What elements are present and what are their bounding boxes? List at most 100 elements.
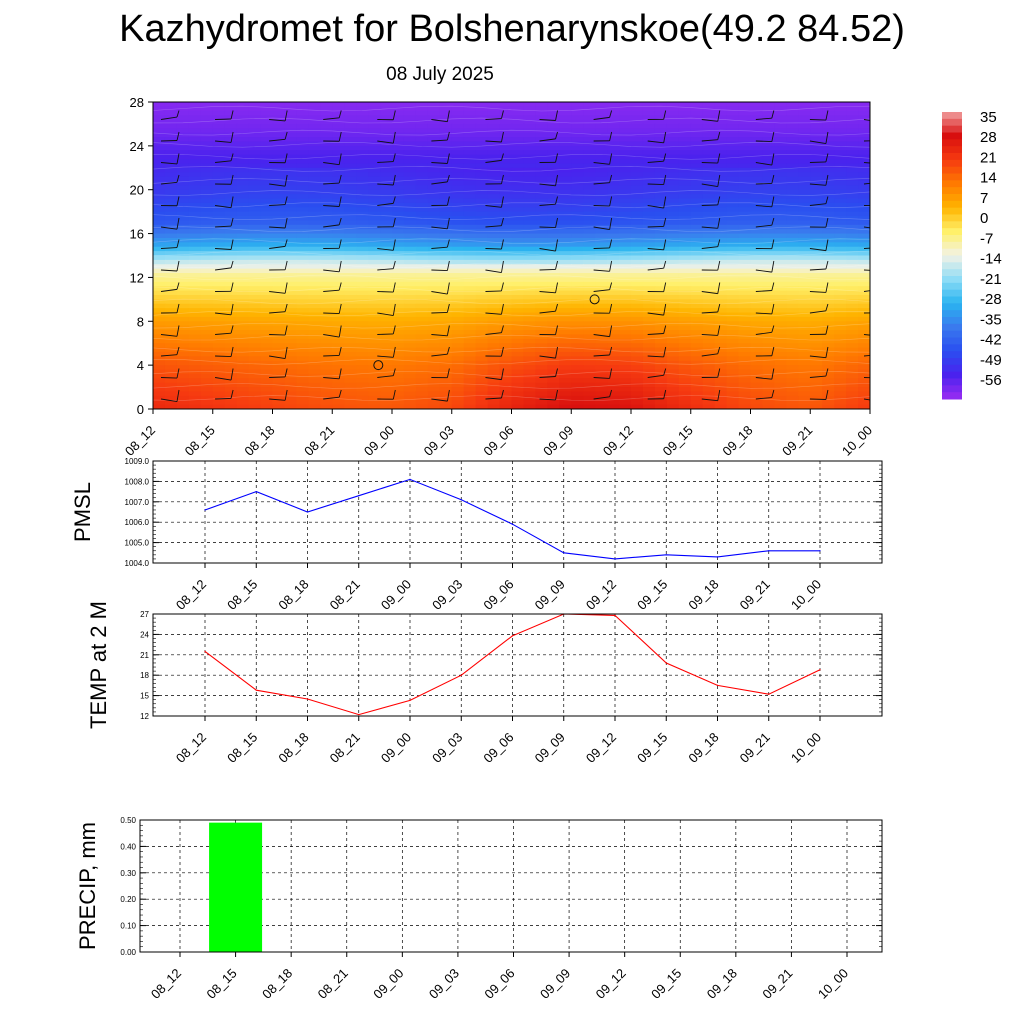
heatmap-cell <box>595 132 608 138</box>
heatmap-cell <box>188 351 202 357</box>
heatmap-cell <box>308 378 321 384</box>
heatmap-cell <box>463 141 477 147</box>
heatmap-cell <box>810 159 823 164</box>
heatmap-cell <box>248 277 262 283</box>
heatmap-cell <box>559 159 572 164</box>
heatmap-cell <box>726 330 740 336</box>
heatmap-cell <box>834 290 847 296</box>
heatmap-cell <box>535 185 548 191</box>
heatmap-cell <box>308 176 321 182</box>
heatmap-cell <box>200 365 214 371</box>
heatmap-cell <box>834 242 847 248</box>
heatmap-cell <box>415 264 429 270</box>
heatmap-cell <box>356 264 369 270</box>
heatmap-cell <box>380 185 393 191</box>
heatmap-cell <box>356 360 369 366</box>
heatmap-cell <box>726 172 740 178</box>
heatmap-cell <box>619 268 632 274</box>
heatmap-cell <box>188 180 202 186</box>
heatmap-cell <box>344 189 357 195</box>
heatmap-cell <box>439 259 453 265</box>
heatmap-cell <box>726 308 740 314</box>
heatmap-cell <box>607 290 620 296</box>
heatmap-cell <box>439 338 453 344</box>
heatmap-cell <box>654 277 668 283</box>
heatmap-cell <box>666 137 680 143</box>
heatmap-cell <box>607 163 620 169</box>
heatmap-cell <box>607 369 620 375</box>
heatmap-cell <box>666 224 680 230</box>
heatmap-cell <box>654 106 668 112</box>
heatmap-cell <box>607 338 620 344</box>
heatmap-cell <box>380 334 393 340</box>
heatmap-cell <box>714 163 728 169</box>
wind-barb <box>809 248 826 252</box>
colorbar-swatch <box>942 153 962 161</box>
wind-barb <box>647 333 664 335</box>
heatmap-cell <box>559 325 572 331</box>
heatmap-cell <box>153 351 166 357</box>
heatmap-cell <box>774 268 787 274</box>
heatmap-cell <box>858 255 870 261</box>
heatmap-cell <box>762 378 775 384</box>
heatmap-cell <box>750 132 764 138</box>
heatmap-cell <box>547 198 560 204</box>
heatmap-cell <box>726 338 740 344</box>
heatmap-cell <box>296 316 309 322</box>
heatmap-cell <box>392 316 405 322</box>
heatmap-cell <box>475 132 489 138</box>
heatmap-cell <box>308 198 321 204</box>
heatmap-cell <box>153 216 166 222</box>
heatmap-cell <box>392 145 405 151</box>
heatmap-cell <box>451 343 465 349</box>
heatmap-cell <box>224 119 238 125</box>
heatmap-cell <box>774 321 787 327</box>
heatmap-cell <box>439 172 453 178</box>
wind-barb-flag <box>825 217 829 228</box>
heatmap-cell <box>475 365 489 371</box>
heatmap-cell <box>511 281 525 287</box>
heatmap-cell <box>822 273 835 279</box>
pmsl-point <box>614 558 616 560</box>
heatmap-cell <box>212 102 226 107</box>
heatmap-cell <box>248 321 262 327</box>
heatmap-cell <box>583 233 596 239</box>
heatmap-cell <box>846 365 859 371</box>
heatmap-cell <box>726 378 740 384</box>
heatmap-cell <box>392 330 405 336</box>
heatmap-cell <box>846 351 859 357</box>
heatmap-cell <box>726 246 740 252</box>
heatmap-cell <box>403 268 417 274</box>
heatmap-cell <box>690 246 704 252</box>
heatmap-cell <box>690 356 704 362</box>
heatmap-cell <box>344 273 357 279</box>
heatmap-cell <box>188 255 202 261</box>
heatmap-cell <box>439 229 453 235</box>
heatmap-cell <box>834 106 847 112</box>
heatmap-cell <box>810 294 823 300</box>
heatmap-cell <box>153 387 166 393</box>
heatmap-cell <box>762 325 775 331</box>
heatmap-cell <box>535 264 548 270</box>
heatmap-cell <box>463 281 477 287</box>
heatmap-cell <box>344 176 357 182</box>
heatmap-cell <box>631 154 644 160</box>
heatmap-cell <box>798 154 811 160</box>
heatmap-cell <box>427 373 441 379</box>
heatmap-cell <box>153 286 166 292</box>
heatmap-cell <box>380 242 393 248</box>
heatmap-cell <box>810 172 823 178</box>
heatmap-cell <box>415 176 429 182</box>
heatmap-cell <box>523 251 536 257</box>
heatmap-cell <box>834 330 847 336</box>
heatmap-cell <box>678 159 692 164</box>
heatmap-cell <box>631 334 644 340</box>
heatmap-cell <box>403 308 417 314</box>
wind-barb-flag <box>609 260 613 272</box>
heatmap-cell <box>547 251 560 257</box>
heatmap-cell <box>762 259 775 265</box>
heatmap-cell <box>475 242 489 248</box>
heatmap-cell <box>738 369 752 375</box>
heatmap-cell <box>762 150 775 156</box>
heatmap-cell <box>750 115 764 121</box>
